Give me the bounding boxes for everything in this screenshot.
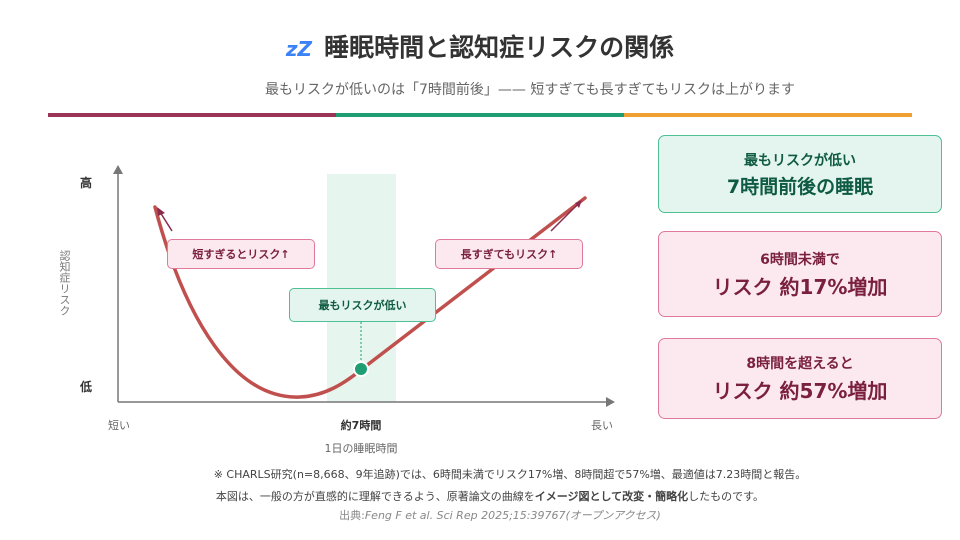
x-axis-arrow [606,397,615,407]
card-line2: リスク 約17%増加 [712,274,888,299]
note-bold: イメージ図として改変・簡略化 [534,490,689,503]
x-long-label: 長い [591,419,613,432]
callout-min-risk: 最もリスクが低い [289,288,436,322]
y-axis-label: 認知症リスク [58,250,71,316]
source-ref: Feng F et al. Sci Rep 2025;15:39767 [364,509,566,522]
footnote-study: ※ CHARLS研究(n=8,668、9年追跡)では、6時間未満でリスク17%増… [213,468,807,481]
card-long-sleep: 8時間を超えると リスク 約57%増加 [658,338,942,419]
title-text: 睡眠時間と認知症リスクの関係 [324,33,675,62]
arrow-short [159,211,173,232]
optimal-point [353,361,369,377]
y-axis-arrow [113,165,123,174]
card-line2: リスク 約57%増加 [712,379,888,403]
card-line1: 最もリスクが低い [744,152,856,169]
y-low-label: 低 [80,380,93,394]
subtitle: 最もリスクが低いのは「7時間前後」—— 短すぎても長すぎてもリスクは上がります [265,82,795,98]
page-title: zZ 睡眠時間と認知症リスクの関係 [0,28,960,64]
callout-short-risk: 短すぎるとリスク↑ [167,239,315,269]
zzz-sleep-icon: zZ [285,37,313,61]
x-short-label: 短い [108,419,130,432]
card-line2: 7時間前後の睡眠 [726,175,874,198]
card-optimal: 最もリスクが低い 7時間前後の睡眠 [658,135,942,213]
risk-curve [153,196,587,399]
divider-green [336,113,624,117]
source-citation: 出典:Feng F et al. Sci Rep 2025;15:39767(オ… [20,507,960,523]
footnote-disclaimer: 本図は、一般の方が直感的に理解できるよう、原著論文の曲線をイメージ図として改変・… [10,488,960,504]
arrow-long [550,204,578,232]
source-suffix: (オープンアクセス) [565,509,661,522]
divider-maroon [48,113,336,117]
divider-orange [624,113,912,117]
x-axis-label: 1日の睡眠時間 [324,442,398,455]
note-text: したものです。 [688,490,765,503]
card-line1: 8時間を超えると [746,356,854,372]
note-text: 本図は、一般の方が直感的に理解できるよう、原著論文の曲線を [215,490,535,503]
x-mid-label: 約7時間 [340,419,382,432]
source-label: 出典: [339,509,365,522]
card-short-sleep: 6時間未満で リスク 約17%増加 [658,231,942,317]
callout-long-risk: 長すぎてもリスク↑ [435,239,583,269]
card-line1: 6時間未満で [760,251,840,268]
y-high-label: 高 [80,176,93,190]
